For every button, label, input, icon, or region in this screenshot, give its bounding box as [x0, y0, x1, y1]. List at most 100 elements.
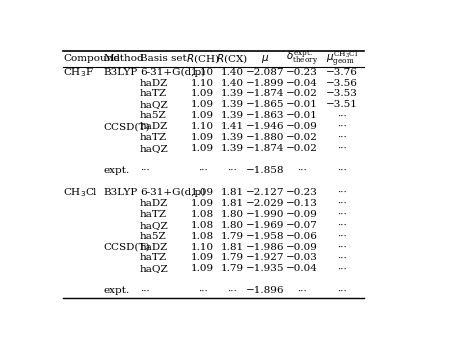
Text: −1.990: −1.990 [246, 210, 284, 219]
Text: −3.56: −3.56 [326, 78, 358, 88]
Text: −1.863: −1.863 [246, 111, 284, 120]
Text: ···: ··· [337, 199, 347, 208]
Text: −3.76: −3.76 [326, 67, 358, 77]
Text: 6-31+G(d,p): 6-31+G(d,p) [140, 188, 205, 197]
Text: −3.53: −3.53 [326, 89, 358, 98]
Text: haQZ: haQZ [140, 221, 169, 230]
Text: 1.09: 1.09 [191, 111, 214, 120]
Text: expt.: expt. [103, 286, 129, 295]
Text: expt.: expt. [103, 166, 129, 175]
Text: haTZ: haTZ [140, 89, 167, 98]
Text: B3LYP: B3LYP [103, 188, 137, 197]
Text: 1.80: 1.80 [220, 210, 244, 219]
Text: haTZ: haTZ [140, 253, 167, 262]
Text: 1.10: 1.10 [191, 78, 214, 88]
Text: CH$_3$Cl: CH$_3$Cl [63, 186, 98, 199]
Text: Compound: Compound [63, 54, 120, 63]
Text: ha5Z: ha5Z [140, 111, 167, 120]
Text: −2.087: −2.087 [246, 67, 284, 77]
Text: haDZ: haDZ [140, 78, 168, 88]
Text: −2.127: −2.127 [246, 188, 284, 197]
Text: ···: ··· [337, 242, 347, 252]
Text: B3LYP: B3LYP [103, 67, 137, 77]
Text: $\delta^{\mathregular{expt.}}_{\mathregular{theory}}$: $\delta^{\mathregular{expt.}}_{\mathregu… [286, 49, 318, 69]
Text: 1.40: 1.40 [220, 67, 244, 77]
Text: 1.09: 1.09 [191, 89, 214, 98]
Text: −1.874: −1.874 [246, 89, 284, 98]
Text: 1.79: 1.79 [220, 231, 244, 241]
Text: −0.01: −0.01 [286, 111, 318, 120]
Text: ···: ··· [337, 253, 347, 262]
Text: 1.09: 1.09 [191, 133, 214, 142]
Text: 1.09: 1.09 [191, 188, 214, 197]
Text: −0.02: −0.02 [286, 133, 318, 142]
Text: haDZ: haDZ [140, 199, 168, 208]
Text: −0.01: −0.01 [286, 100, 318, 109]
Text: 1.39: 1.39 [220, 100, 244, 109]
Text: −1.858: −1.858 [246, 166, 284, 175]
Text: ···: ··· [337, 122, 347, 131]
Text: 1.09: 1.09 [191, 144, 214, 153]
Text: 1.09: 1.09 [191, 264, 214, 273]
Text: 1.09: 1.09 [191, 100, 214, 109]
Text: ···: ··· [198, 166, 208, 175]
Text: 1.79: 1.79 [220, 253, 244, 262]
Text: Method: Method [103, 54, 144, 63]
Text: ···: ··· [337, 111, 347, 120]
Text: $\mu^{\mathregular{CH_3Cl}}_{\mathregular{geom}}$: $\mu^{\mathregular{CH_3Cl}}_{\mathregula… [326, 48, 358, 69]
Text: haTZ: haTZ [140, 133, 167, 142]
Text: ···: ··· [140, 286, 150, 295]
Text: 1.08: 1.08 [191, 210, 214, 219]
Text: haQZ: haQZ [140, 100, 169, 109]
Text: CCSD(T): CCSD(T) [103, 242, 150, 252]
Text: 1.09: 1.09 [191, 199, 214, 208]
Text: 1.40: 1.40 [220, 78, 244, 88]
Text: ···: ··· [337, 144, 347, 153]
Text: 6-31+G(d,p): 6-31+G(d,p) [140, 67, 205, 77]
Text: −3.51: −3.51 [326, 100, 358, 109]
Text: CCSD(T): CCSD(T) [103, 122, 150, 131]
Text: −1.899: −1.899 [246, 78, 284, 88]
Text: ···: ··· [227, 286, 237, 295]
Text: −1.880: −1.880 [246, 133, 284, 142]
Text: 1.08: 1.08 [191, 231, 214, 241]
Text: ···: ··· [337, 286, 347, 295]
Text: −0.23: −0.23 [286, 188, 318, 197]
Text: 1.39: 1.39 [220, 89, 244, 98]
Text: −0.02: −0.02 [286, 89, 318, 98]
Text: −1.969: −1.969 [246, 221, 284, 230]
Text: −1.946: −1.946 [246, 122, 284, 131]
Text: 1.80: 1.80 [220, 221, 244, 230]
Text: −0.03: −0.03 [286, 253, 318, 262]
Text: ···: ··· [198, 286, 208, 295]
Text: $R$(CX): $R$(CX) [216, 52, 248, 65]
Text: −1.958: −1.958 [246, 231, 284, 241]
Text: haQZ: haQZ [140, 144, 169, 153]
Text: −2.029: −2.029 [246, 199, 284, 208]
Text: −1.986: −1.986 [246, 242, 284, 252]
Text: −0.07: −0.07 [286, 221, 318, 230]
Text: $R$(CH): $R$(CH) [186, 52, 219, 65]
Text: ···: ··· [227, 166, 237, 175]
Text: ···: ··· [337, 264, 347, 273]
Text: 1.10: 1.10 [191, 242, 214, 252]
Text: ···: ··· [337, 166, 347, 175]
Text: haTZ: haTZ [140, 210, 167, 219]
Text: −1.935: −1.935 [246, 264, 284, 273]
Text: −0.02: −0.02 [286, 144, 318, 153]
Text: 1.81: 1.81 [220, 242, 244, 252]
Text: 1.41: 1.41 [220, 122, 244, 131]
Text: 1.10: 1.10 [191, 67, 214, 77]
Text: ···: ··· [337, 231, 347, 241]
Text: ···: ··· [297, 286, 307, 295]
Text: $\mu$: $\mu$ [261, 53, 269, 65]
Text: 1.81: 1.81 [220, 188, 244, 197]
Text: CH$_3$F: CH$_3$F [63, 66, 94, 78]
Text: 1.09: 1.09 [191, 253, 214, 262]
Text: −0.04: −0.04 [286, 264, 318, 273]
Text: 1.08: 1.08 [191, 221, 214, 230]
Text: ···: ··· [337, 210, 347, 219]
Text: 1.10: 1.10 [191, 122, 214, 131]
Text: −0.09: −0.09 [286, 122, 318, 131]
Text: 1.39: 1.39 [220, 144, 244, 153]
